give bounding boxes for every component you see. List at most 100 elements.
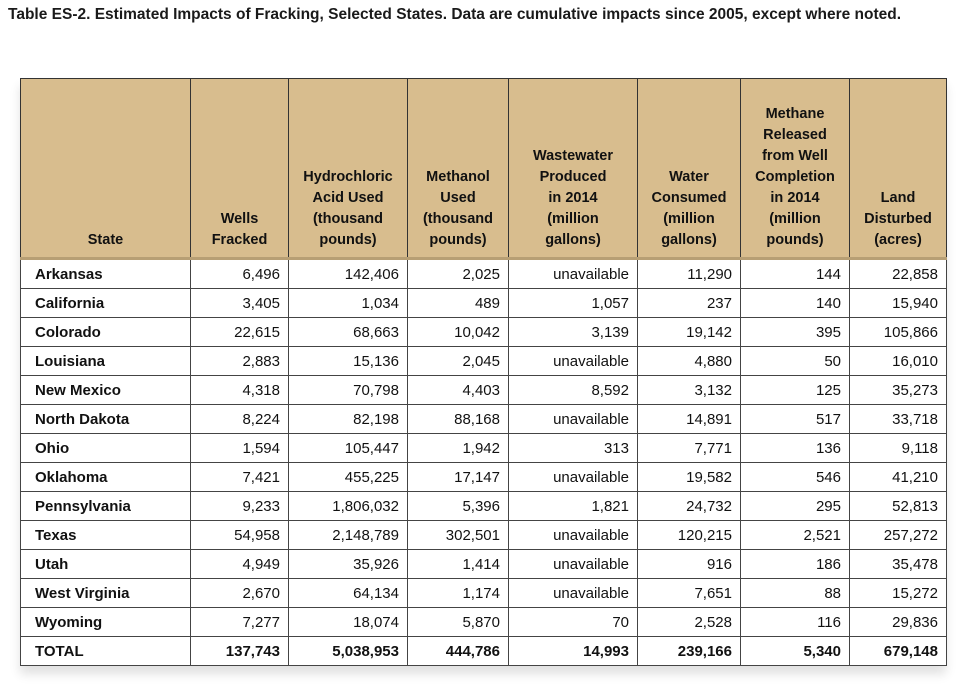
column-header-wells-fracked: Wells Fracked xyxy=(190,78,289,260)
cell-wastewater: unavailable xyxy=(508,404,638,434)
table-row: Arkansas 6,496 142,406 2,025 unavailable 11,2… xyxy=(20,258,947,289)
cell-water-consumed: 11,290 xyxy=(637,258,741,289)
cell-hydrochloric-acid: 68,663 xyxy=(288,317,408,347)
cell-methane-released: 517 xyxy=(740,404,850,434)
cell-hydrochloric-acid: 1,034 xyxy=(288,288,408,318)
state-name-cell: Wyoming xyxy=(20,607,191,637)
cell-wells-fracked: 2,670 xyxy=(190,578,289,608)
table-row: Utah 4,949 35,926 1,414 unavailable 916 186 35,… xyxy=(20,549,947,579)
cell-hydrochloric-acid: 1,806,032 xyxy=(288,491,408,521)
cell-wells-fracked: 4,949 xyxy=(190,549,289,579)
table-row: West Virginia 2,670 64,134 1,174 unavailable… xyxy=(20,578,947,608)
state-name-cell: West Virginia xyxy=(20,578,191,608)
cell-land-disturbed: 15,272 xyxy=(849,578,947,608)
cell-wastewater: 3,139 xyxy=(508,317,638,347)
table-row: Louisiana 2,883 15,136 2,045 unavailable 4,88… xyxy=(20,346,947,376)
table-row: North Dakota 8,224 82,198 88,168 unavailable… xyxy=(20,404,947,434)
fracking-impacts-table-container: State Wells Fracked Hydrochloric Acid Used… xyxy=(20,78,947,666)
column-header-methane-released: Methane Released from Well Completion in… xyxy=(740,78,850,260)
state-name-cell: Oklahoma xyxy=(20,462,191,492)
cell-land-disturbed: 9,118 xyxy=(849,433,947,463)
cell-methanol: 5,870 xyxy=(407,607,509,637)
cell-methane-released: 546 xyxy=(740,462,850,492)
cell-land-disturbed: 105,866 xyxy=(849,317,947,347)
cell-water-consumed: 19,142 xyxy=(637,317,741,347)
column-header-state: State xyxy=(20,78,191,260)
cell-land-disturbed: 257,272 xyxy=(849,520,947,550)
table-row: Oklahoma 7,421 455,225 17,147 unavailable 19,… xyxy=(20,462,947,492)
cell-methane-released: 295 xyxy=(740,491,850,521)
cell-hydrochloric-acid: 35,926 xyxy=(288,549,408,579)
table-row: Texas 54,958 2,148,789 302,501 unavailable 12… xyxy=(20,520,947,550)
table-header-row: State Wells Fracked Hydrochloric Acid Used… xyxy=(20,78,947,260)
cell-wastewater: unavailable xyxy=(508,578,638,608)
cell-wells-fracked: 8,224 xyxy=(190,404,289,434)
cell-wastewater: 1,821 xyxy=(508,491,638,521)
cell-wastewater: unavailable xyxy=(508,549,638,579)
cell-wastewater: 14,993 xyxy=(508,636,638,666)
cell-land-disturbed: 15,940 xyxy=(849,288,947,318)
cell-hydrochloric-acid: 64,134 xyxy=(288,578,408,608)
state-name-cell: Texas xyxy=(20,520,191,550)
cell-methanol: 1,414 xyxy=(407,549,509,579)
cell-wells-fracked: 9,233 xyxy=(190,491,289,521)
column-header-wastewater: Wastewater Produced in 2014 (million gal… xyxy=(508,78,638,260)
cell-wells-fracked: 7,421 xyxy=(190,462,289,492)
cell-methane-released: 140 xyxy=(740,288,850,318)
cell-water-consumed: 239,166 xyxy=(637,636,741,666)
state-name-cell: Utah xyxy=(20,549,191,579)
cell-wastewater: unavailable xyxy=(508,520,638,550)
cell-water-consumed: 19,582 xyxy=(637,462,741,492)
cell-land-disturbed: 41,210 xyxy=(849,462,947,492)
cell-methane-released: 5,340 xyxy=(740,636,850,666)
cell-wells-fracked: 54,958 xyxy=(190,520,289,550)
cell-methanol: 1,942 xyxy=(407,433,509,463)
cell-land-disturbed: 16,010 xyxy=(849,346,947,376)
cell-hydrochloric-acid: 142,406 xyxy=(288,258,408,289)
cell-methane-released: 116 xyxy=(740,607,850,637)
cell-wells-fracked: 1,594 xyxy=(190,433,289,463)
cell-hydrochloric-acid: 5,038,953 xyxy=(288,636,408,666)
state-name-cell: California xyxy=(20,288,191,318)
cell-wells-fracked: 7,277 xyxy=(190,607,289,637)
cell-water-consumed: 7,651 xyxy=(637,578,741,608)
cell-methanol: 5,396 xyxy=(407,491,509,521)
cell-methane-released: 144 xyxy=(740,258,850,289)
table-row: New Mexico 4,318 70,798 4,403 8,592 3,132 125 3… xyxy=(20,375,947,405)
state-name-cell: Ohio xyxy=(20,433,191,463)
cell-land-disturbed: 22,858 xyxy=(849,258,947,289)
state-name-cell: Louisiana xyxy=(20,346,191,376)
state-name-cell: TOTAL xyxy=(20,636,191,666)
cell-land-disturbed: 35,273 xyxy=(849,375,947,405)
total-row: TOTAL 137,743 5,038,953 444,786 14,993 239,16… xyxy=(20,636,947,666)
cell-methanol: 302,501 xyxy=(407,520,509,550)
cell-wells-fracked: 6,496 xyxy=(190,258,289,289)
state-name-cell: New Mexico xyxy=(20,375,191,405)
cell-methanol: 1,174 xyxy=(407,578,509,608)
cell-wells-fracked: 22,615 xyxy=(190,317,289,347)
state-name-cell: North Dakota xyxy=(20,404,191,434)
table-row: Ohio 1,594 105,447 1,942 313 7,771 136 9,118 xyxy=(20,433,947,463)
cell-methanol: 2,025 xyxy=(407,258,509,289)
cell-land-disturbed: 52,813 xyxy=(849,491,947,521)
cell-water-consumed: 24,732 xyxy=(637,491,741,521)
cell-wastewater: unavailable xyxy=(508,346,638,376)
cell-water-consumed: 916 xyxy=(637,549,741,579)
cell-wastewater: 1,057 xyxy=(508,288,638,318)
cell-wastewater: 8,592 xyxy=(508,375,638,405)
cell-methane-released: 136 xyxy=(740,433,850,463)
state-name-cell: Pennsylvania xyxy=(20,491,191,521)
cell-wastewater: unavailable xyxy=(508,462,638,492)
cell-land-disturbed: 29,836 xyxy=(849,607,947,637)
cell-methanol: 17,147 xyxy=(407,462,509,492)
cell-methanol: 88,168 xyxy=(407,404,509,434)
cell-methanol: 10,042 xyxy=(407,317,509,347)
cell-water-consumed: 14,891 xyxy=(637,404,741,434)
cell-land-disturbed: 35,478 xyxy=(849,549,947,579)
cell-land-disturbed: 33,718 xyxy=(849,404,947,434)
cell-methanol: 4,403 xyxy=(407,375,509,405)
cell-water-consumed: 4,880 xyxy=(637,346,741,376)
state-name-cell: Colorado xyxy=(20,317,191,347)
state-name-cell: Arkansas xyxy=(20,258,191,289)
column-header-hydrochloric-acid: Hydrochloric Acid Used (thousand pounds) xyxy=(288,78,408,260)
